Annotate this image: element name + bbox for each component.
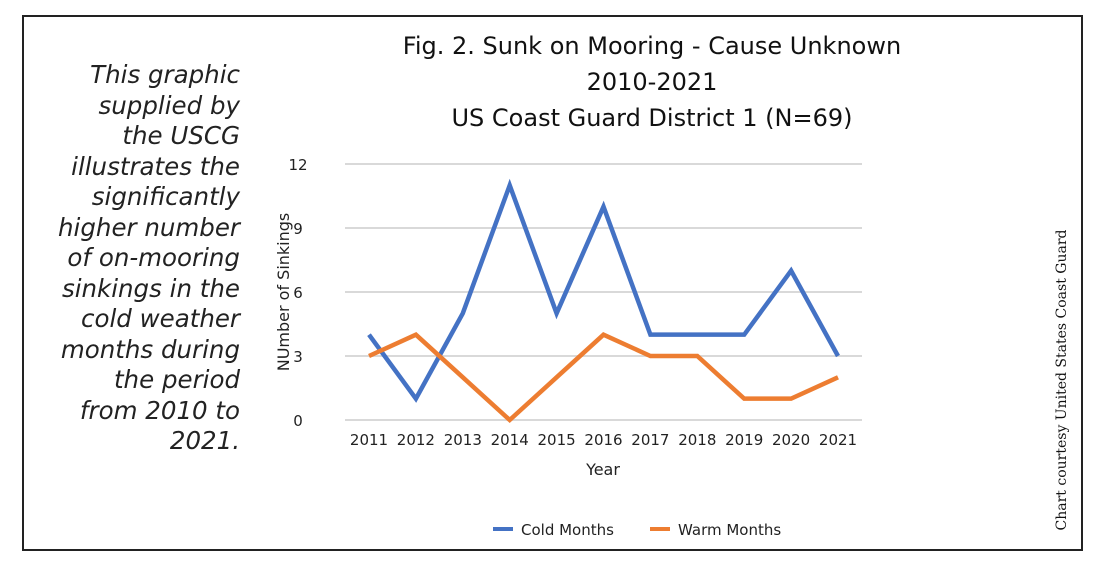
legend-label: Warm Months <box>678 521 781 539</box>
x-tick-label: 2014 <box>491 431 529 449</box>
x-tick-label: 2020 <box>772 431 810 449</box>
y-tick-label: 6 <box>293 284 303 302</box>
x-tick-label: 2015 <box>538 431 576 449</box>
y-tick-label: 0 <box>293 412 303 430</box>
x-tick-label: 2016 <box>584 431 622 449</box>
chart-title: Fig. 2. Sunk on Mooring - Cause Unknown … <box>352 28 952 136</box>
y-axis-label: NUmber of Sinkings <box>274 213 293 372</box>
x-tick-label: 2012 <box>397 431 435 449</box>
x-tick-label: 2017 <box>631 431 669 449</box>
figure-border <box>22 15 1083 551</box>
x-tick-label: 2018 <box>678 431 716 449</box>
legend-label: Cold Months <box>521 521 614 539</box>
caption-text: This graphic supplied by the USCG illust… <box>58 60 240 455</box>
x-tick-label: 2013 <box>444 431 482 449</box>
x-tick-label: 2019 <box>725 431 763 449</box>
y-tick-label: 12 <box>288 156 307 174</box>
x-tick-label: 2021 <box>819 431 857 449</box>
x-tick-label: 2011 <box>350 431 388 449</box>
series-line-warm <box>368 332 839 424</box>
y-tick-label: 3 <box>293 348 303 366</box>
title-line-2: 2010-2021 <box>586 68 718 96</box>
x-axis-label: Year <box>585 460 620 479</box>
title-line-3: US Coast Guard District 1 (N=69) <box>451 104 853 132</box>
title-line-1: Fig. 2. Sunk on Mooring - Cause Unknown <box>402 32 902 60</box>
y-tick-label: 9 <box>293 220 303 238</box>
